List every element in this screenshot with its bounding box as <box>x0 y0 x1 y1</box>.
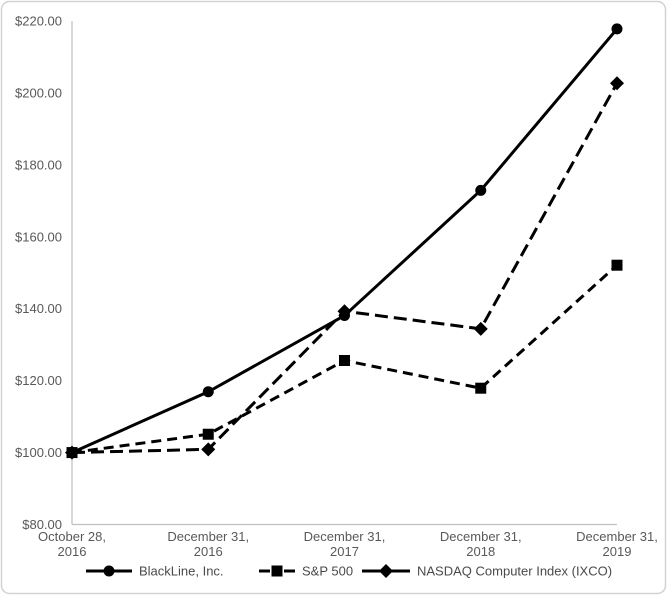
circle-marker-icon <box>611 23 623 35</box>
y-tick-label: $100.00 <box>15 445 62 460</box>
legend-label: S&P 500 <box>302 564 353 579</box>
y-tick-label: $220.00 <box>15 14 62 29</box>
series-nasdaq-computer-index-ixco <box>65 76 624 460</box>
x-tick-label-line1: October 28, <box>38 529 106 544</box>
legend-item-s-p-500: S&P 500 <box>259 564 353 579</box>
diamond-marker-icon <box>201 442 216 457</box>
y-axis-tick-labels: $220.00 $200.00 $180.00 $160.00 $140.00 $120.… <box>15 14 62 533</box>
x-tick-label-line1: December 31, <box>440 529 522 544</box>
diamond-marker-icon <box>65 445 79 460</box>
circle-marker-icon <box>475 184 487 196</box>
y-tick-label: $160.00 <box>15 229 62 244</box>
x-tick-label-line1: December 31, <box>167 529 249 544</box>
diamond-marker-icon <box>379 564 393 578</box>
chart-legend: BlackLine, Inc. S&P 500 NASDAQ Computer In… <box>86 564 612 579</box>
x-tick-label-line2: 2019 <box>603 544 632 559</box>
square-marker-icon <box>339 355 350 367</box>
legend-item-nasdaq-computer-index-ixco: NASDAQ Computer Index (IXCO) <box>362 564 612 579</box>
square-marker-icon <box>611 259 623 271</box>
diamond-marker-icon <box>337 304 352 319</box>
legend-label: NASDAQ Computer Index (IXCO) <box>417 564 612 579</box>
x-tick-label-line2: 2016 <box>194 544 223 559</box>
y-tick-label: $120.00 <box>15 373 62 388</box>
circle-marker-icon <box>202 386 214 398</box>
y-tick-label: $200.00 <box>15 85 62 100</box>
legend-item-blackline-inc: BlackLine, Inc. <box>86 564 224 579</box>
x-tick-label-line1: December 31, <box>304 529 386 544</box>
square-marker-icon <box>202 428 214 440</box>
diamond-marker-icon <box>610 76 624 91</box>
x-tick-label-line1: December 31, <box>576 529 658 544</box>
legend-label: BlackLine, Inc. <box>139 564 224 579</box>
diamond-marker-icon <box>473 321 488 336</box>
square-marker-icon <box>475 382 487 394</box>
square-marker-icon <box>271 565 283 577</box>
circle-marker-icon <box>103 565 115 577</box>
x-tick-label-line2: 2016 <box>58 544 87 559</box>
y-tick-label: $180.00 <box>15 157 62 172</box>
y-tick-label: $140.00 <box>15 301 62 316</box>
y-tick-label: $80.00 <box>22 517 62 532</box>
x-tick-label-line2: 2018 <box>466 544 495 559</box>
x-tick-label-line2: 2017 <box>330 544 359 559</box>
